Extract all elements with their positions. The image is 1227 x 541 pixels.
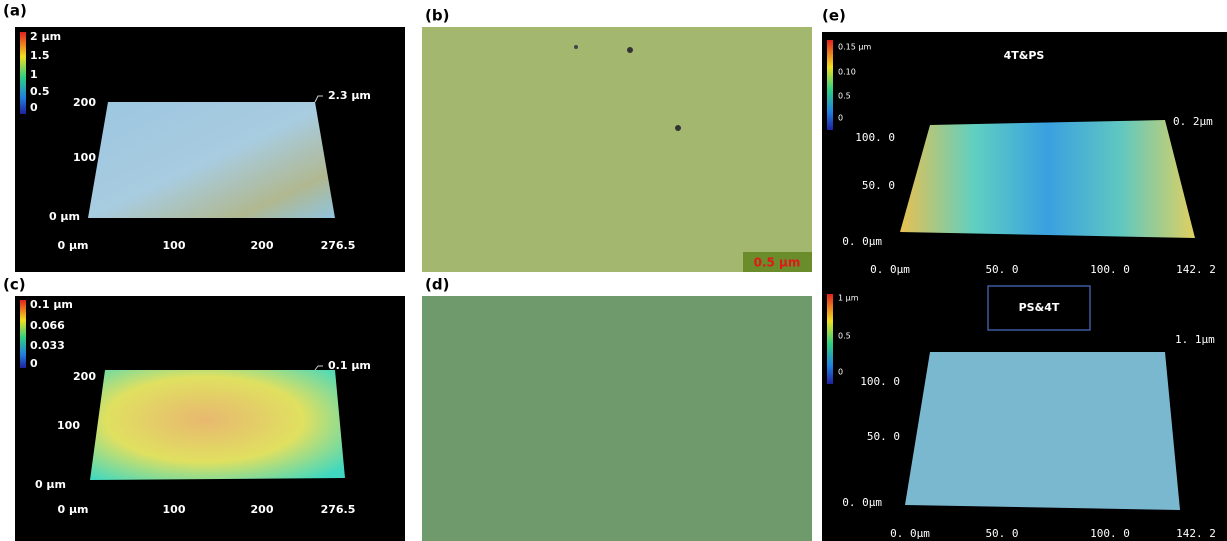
scale-bar-label: 0.5 µm — [754, 256, 801, 270]
z-max-label: 1. 1µm — [1175, 333, 1215, 346]
y-tick-label: 0. 0µm — [842, 496, 882, 509]
x-tick-label: 100 — [163, 239, 186, 252]
x-tick-label: 0 µm — [57, 503, 88, 516]
y-tick-label: 100. 0 — [860, 375, 900, 388]
colorbar-label: 1 — [30, 68, 38, 81]
surface — [90, 370, 345, 480]
colorbar-label: 0.10 — [838, 68, 856, 77]
colorbar-label: 1 µm — [838, 294, 859, 303]
colorbar-label: 0.5 — [838, 92, 851, 101]
colorbar-label: 0.066 — [30, 319, 65, 332]
x-tick-label: 276.5 — [321, 503, 356, 516]
colorbar-label: 0.15 µm — [838, 43, 871, 52]
x-tick-label: 0. 0µm — [870, 263, 910, 276]
colorbar-label: 0.1 µm — [30, 298, 73, 311]
z-max-label: 2.3 µm — [328, 89, 371, 102]
y-tick-label: 200 — [73, 370, 96, 383]
x-tick-label: 50. 0 — [985, 263, 1018, 276]
figure: (a) 2 µm 1.5 1 0.5 0 2.3 µm 200 100 0 µm… — [0, 0, 1227, 541]
y-tick-label: 100 — [73, 151, 96, 164]
z-max-label: 0.1 µm — [328, 359, 371, 372]
y-tick-label: 0 µm — [35, 478, 66, 491]
surface — [905, 352, 1180, 510]
x-tick-label: 100. 0 — [1090, 527, 1130, 540]
x-tick-label: 142. 2 — [1176, 527, 1216, 540]
x-tick-label: 200 — [251, 503, 274, 516]
colorbar — [20, 32, 26, 114]
y-tick-label: 0. 0µm — [842, 235, 882, 248]
colorbar-label: 2 µm — [30, 30, 61, 43]
defect — [627, 47, 633, 53]
colorbar-label: 0 — [30, 357, 38, 370]
panel-label: (b) — [425, 7, 449, 25]
z-max-label: 0. 2µm — [1173, 115, 1213, 128]
panel-label: (c) — [3, 276, 26, 294]
y-tick-label: 100 — [57, 419, 80, 432]
y-tick-label: 50. 0 — [862, 179, 895, 192]
panel-label: (e) — [822, 7, 846, 25]
x-tick-label: 0 µm — [57, 239, 88, 252]
colorbar-label: 0 — [838, 368, 843, 377]
defect — [574, 45, 578, 49]
surface — [88, 102, 335, 218]
panel-label: (d) — [425, 276, 449, 294]
colorbar — [20, 300, 26, 368]
subpanel-title: 4T&PS — [1004, 49, 1045, 62]
surface — [900, 120, 1195, 238]
x-tick-label: 50. 0 — [985, 527, 1018, 540]
x-tick-label: 200 — [251, 239, 274, 252]
colorbar-label: 1.5 — [30, 49, 50, 62]
subpanel-title: PS&4T — [1019, 301, 1060, 314]
x-tick-label: 276.5 — [321, 239, 356, 252]
colorbar-label: 0.033 — [30, 339, 65, 352]
colorbar — [827, 294, 833, 384]
colorbar — [827, 40, 833, 130]
micrograph — [422, 27, 812, 272]
y-tick-label: 50. 0 — [867, 430, 900, 443]
x-tick-label: 100. 0 — [1090, 263, 1130, 276]
colorbar-label: 0 — [838, 114, 843, 123]
colorbar-label: 0.5 — [838, 332, 851, 341]
x-tick-label: 142. 2 — [1176, 263, 1216, 276]
panel-label: (a) — [3, 2, 27, 20]
defect — [675, 125, 681, 131]
y-tick-label: 100. 0 — [855, 131, 895, 144]
micrograph — [422, 296, 812, 541]
y-tick-label: 0 µm — [49, 210, 80, 223]
y-tick-label: 200 — [73, 96, 96, 109]
colorbar-label: 0 — [30, 101, 38, 114]
x-tick-label: 100 — [163, 503, 186, 516]
x-tick-label: 0. 0µm — [890, 527, 930, 540]
colorbar-label: 0.5 — [30, 85, 50, 98]
